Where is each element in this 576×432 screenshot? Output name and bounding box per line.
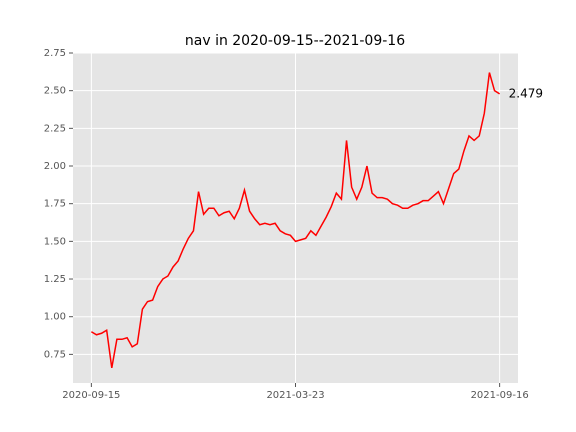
y-tick-label: 2.25 [44,123,66,134]
chart-title: nav in 2020-09-15--2021-09-16 [185,33,405,49]
y-tick-label: 2.00 [44,161,66,172]
y-tick-label: 1.00 [44,312,66,323]
y-tick-label: 1.75 [44,199,66,210]
y-tick-label: 2.75 [44,48,66,59]
y-tick-label: 1.25 [44,274,66,285]
y-tick-label: 1.50 [44,236,66,247]
x-tick-label: 2021-09-16 [471,390,529,401]
annotation: 2.479 [509,86,543,100]
data-line [90,72,501,369]
y-tick-label: 2.50 [44,86,66,97]
x-tick-label: 2021-03-23 [266,390,324,401]
y-tick-label: 0.75 [44,349,66,360]
x-tick-label: 2020-09-15 [62,390,120,401]
